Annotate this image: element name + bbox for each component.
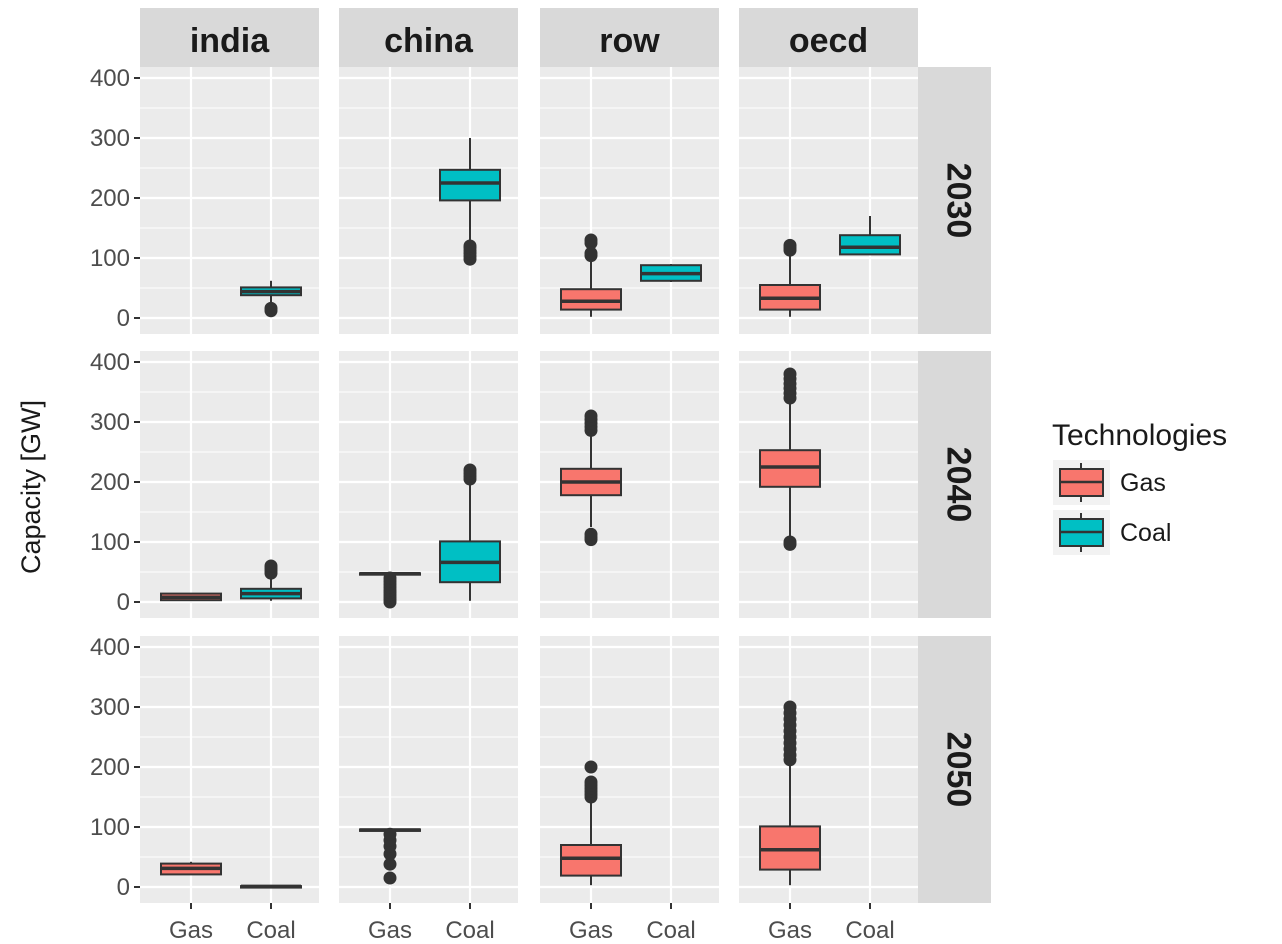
y-tick-label: 0 (117, 305, 130, 332)
outlier-india-2040-coal (264, 559, 278, 573)
facet-strip-china (339, 8, 518, 67)
x-tick-label: Coal (646, 917, 695, 944)
y-tick-label: 200 (90, 185, 130, 212)
outlier-row-2030-gas (584, 246, 598, 260)
x-tick-label: Coal (845, 917, 894, 944)
y-tick-label: 0 (117, 874, 130, 901)
outlier-india-2030-coal (264, 301, 278, 315)
outlier-oecd-2040-gas (783, 367, 797, 381)
outlier-oecd-2030-gas (783, 238, 797, 252)
facet-label-china: china (384, 22, 474, 60)
x-tick-label: Coal (246, 917, 295, 944)
facet-label-2050: 2050 (940, 732, 978, 808)
facet-label-2040: 2040 (940, 447, 978, 523)
x-tick-label: Coal (445, 917, 494, 944)
facet-strip-oecd (739, 8, 918, 67)
outlier-china-2050-gas (383, 857, 397, 871)
legend-title: Technologies (1052, 419, 1227, 452)
x-tick-label: Gas (368, 917, 412, 944)
legend-label-coal: Coal (1120, 519, 1171, 547)
outlier-row-2050-gas (584, 760, 598, 774)
facet-label-india: india (190, 22, 270, 60)
facet-label-oecd: oecd (789, 22, 868, 60)
y-tick-label: 100 (90, 245, 130, 272)
panel-china-2050 (339, 636, 518, 903)
y-tick-label: 400 (90, 65, 130, 92)
panel-india-2050 (140, 636, 319, 903)
facet-strip-2030 (918, 67, 991, 334)
outlier-china-2040-coal (463, 463, 477, 477)
y-tick-label: 400 (90, 349, 130, 376)
outlier-row-2040-gas (584, 409, 598, 423)
facet-label-row: row (599, 22, 660, 60)
y-axis-title: Capacity [GW] (16, 400, 46, 574)
facet-label-2030: 2030 (940, 163, 978, 239)
y-tick-label: 300 (90, 409, 130, 436)
outlier-china-2030-coal (463, 239, 477, 253)
y-tick-label: 300 (90, 125, 130, 152)
outlier-china-2040-gas (383, 571, 397, 585)
outlier-row-2040-gas (584, 527, 598, 541)
y-tick-label: 200 (90, 469, 130, 496)
box-row-2050-gas (560, 844, 622, 877)
facet-strip-india (140, 8, 319, 67)
box-china-2030-coal (439, 168, 501, 202)
y-tick-label: 100 (90, 814, 130, 841)
y-tick-label: 0 (117, 589, 130, 616)
facet-strip-row (540, 8, 719, 67)
outlier-row-2050-gas (584, 775, 598, 789)
facet-strip-2050 (918, 636, 991, 903)
box-row-2030-gas (560, 288, 622, 311)
legend-label-gas: Gas (1120, 469, 1166, 497)
panel-india-2040 (140, 351, 319, 618)
y-tick-label: 100 (90, 529, 130, 556)
box-oecd-2030-coal (839, 234, 901, 256)
y-tick-label: 300 (90, 694, 130, 721)
y-tick-label: 200 (90, 754, 130, 781)
x-tick-label: Gas (768, 917, 812, 944)
x-tick-label: Gas (569, 917, 613, 944)
y-tick-label: 400 (90, 634, 130, 661)
outlier-china-2050-gas (383, 871, 397, 885)
facet-strip-2040 (918, 351, 991, 618)
outlier-oecd-2050-gas (783, 700, 797, 714)
x-tick-label: Gas (169, 917, 213, 944)
outlier-china-2050-gas (383, 827, 397, 841)
outlier-row-2030-gas (584, 233, 598, 247)
outlier-oecd-2040-gas (783, 535, 797, 549)
box-oecd-2050-gas (759, 825, 821, 871)
